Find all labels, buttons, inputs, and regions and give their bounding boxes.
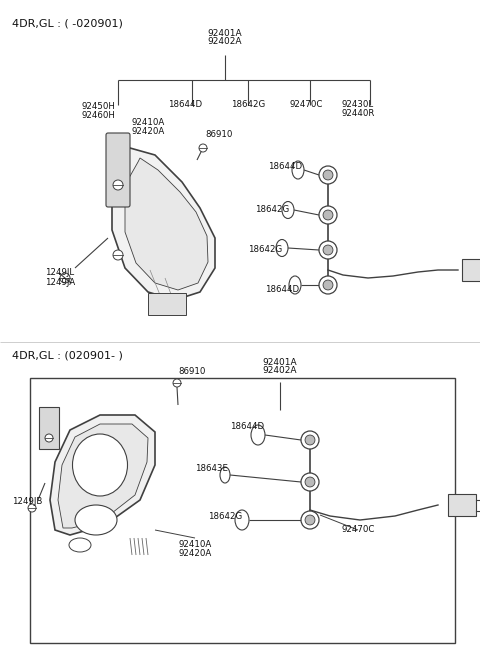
Text: 92401A: 92401A: [263, 358, 297, 367]
Circle shape: [301, 431, 319, 449]
Ellipse shape: [69, 538, 91, 552]
FancyBboxPatch shape: [448, 494, 476, 516]
Polygon shape: [112, 148, 215, 300]
Circle shape: [199, 144, 207, 152]
Text: 18644D: 18644D: [230, 422, 264, 431]
FancyBboxPatch shape: [106, 133, 130, 207]
Text: 86910: 86910: [205, 130, 232, 139]
Ellipse shape: [282, 202, 294, 219]
Ellipse shape: [235, 510, 249, 530]
Text: 92420A: 92420A: [179, 549, 212, 558]
Text: 92410A: 92410A: [179, 540, 212, 549]
Circle shape: [305, 435, 315, 445]
Text: 18642G: 18642G: [255, 205, 289, 214]
Circle shape: [45, 434, 53, 442]
Circle shape: [173, 379, 181, 387]
FancyBboxPatch shape: [148, 293, 186, 315]
Circle shape: [323, 245, 333, 255]
Text: 86910: 86910: [178, 367, 205, 376]
Text: 1249JB: 1249JB: [12, 497, 42, 506]
Ellipse shape: [75, 505, 117, 535]
Text: 18642G: 18642G: [231, 100, 265, 109]
Circle shape: [113, 250, 123, 260]
Text: 92440R: 92440R: [341, 109, 375, 118]
Text: 92460H: 92460H: [81, 111, 115, 120]
Ellipse shape: [220, 467, 230, 483]
Ellipse shape: [276, 240, 288, 257]
Text: 92450H: 92450H: [81, 102, 115, 111]
Ellipse shape: [251, 425, 265, 445]
Text: 18642G: 18642G: [248, 245, 282, 254]
Circle shape: [319, 206, 337, 224]
Text: 1249JA: 1249JA: [45, 278, 75, 287]
Ellipse shape: [289, 276, 301, 294]
FancyBboxPatch shape: [462, 259, 480, 281]
Circle shape: [323, 170, 333, 180]
Text: 18642G: 18642G: [208, 512, 242, 521]
Text: 4DR,GL : (020901- ): 4DR,GL : (020901- ): [12, 350, 123, 360]
Text: 92402A: 92402A: [263, 366, 297, 375]
Text: 1249JL: 1249JL: [45, 268, 74, 277]
Text: 92470C: 92470C: [289, 100, 323, 109]
Text: 18643E: 18643E: [195, 464, 228, 473]
Text: 18644D: 18644D: [268, 162, 302, 171]
Text: 92402A: 92402A: [208, 37, 242, 46]
Ellipse shape: [292, 161, 304, 179]
Circle shape: [113, 180, 123, 190]
Polygon shape: [50, 415, 155, 535]
Text: 4DR,GL : ( -020901): 4DR,GL : ( -020901): [12, 18, 123, 28]
Circle shape: [60, 273, 70, 283]
FancyBboxPatch shape: [30, 378, 455, 643]
FancyBboxPatch shape: [39, 407, 59, 449]
Circle shape: [301, 473, 319, 491]
Circle shape: [28, 504, 36, 512]
Circle shape: [305, 515, 315, 525]
Circle shape: [323, 280, 333, 290]
Text: 92401A: 92401A: [208, 29, 242, 38]
Circle shape: [319, 241, 337, 259]
Text: 92410A: 92410A: [132, 118, 165, 127]
Circle shape: [323, 210, 333, 220]
Circle shape: [319, 276, 337, 294]
Circle shape: [319, 166, 337, 184]
Text: 92420A: 92420A: [132, 127, 165, 136]
Polygon shape: [58, 424, 148, 528]
Polygon shape: [125, 158, 208, 290]
Circle shape: [305, 477, 315, 487]
Circle shape: [301, 511, 319, 529]
Text: 92430L: 92430L: [342, 100, 374, 109]
Text: 18644D: 18644D: [265, 285, 299, 294]
Text: 18644D: 18644D: [168, 100, 202, 109]
Ellipse shape: [72, 434, 128, 496]
Text: 92470C: 92470C: [341, 525, 375, 534]
